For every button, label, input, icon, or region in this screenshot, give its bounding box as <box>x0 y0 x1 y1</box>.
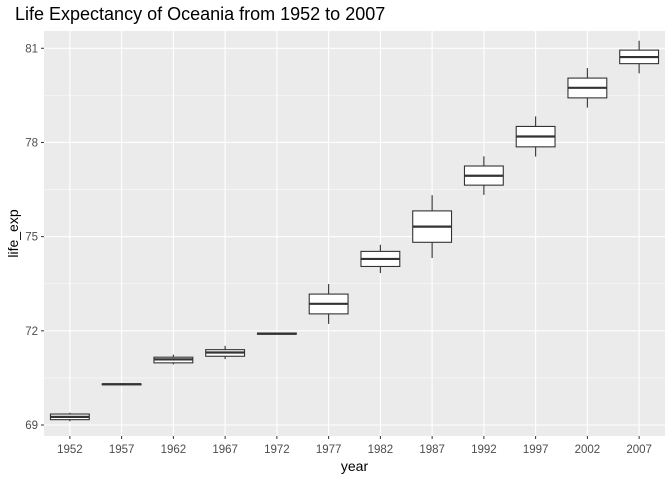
y-tick-label: 75 <box>25 232 38 244</box>
box-1952 <box>49 412 90 422</box>
x-axis: 1952 1957 1962 1967 1972 1977 1982 1987 1992 1997… <box>57 436 652 456</box>
x-tick-label: 1982 <box>368 444 394 456</box>
x-tick-label: 1987 <box>419 444 445 456</box>
grid-major <box>44 31 665 436</box>
plot-panel <box>44 31 665 436</box>
y-axis-title: life_exp <box>5 209 21 257</box>
box-1987 <box>412 195 453 258</box>
x-tick-label: 1972 <box>264 444 290 456</box>
y-tick-label: 69 <box>25 420 38 432</box>
x-tick-label: 1992 <box>471 444 497 456</box>
y-tick-label: 72 <box>25 326 38 338</box>
x-tick-label: 1997 <box>523 444 549 456</box>
box-1957 <box>101 383 142 386</box>
box-2007 <box>619 40 660 74</box>
box-1962 <box>153 354 194 365</box>
box-1977 <box>308 284 349 324</box>
x-tick-label: 1967 <box>212 444 238 456</box>
x-tick-label: 1952 <box>57 444 83 456</box>
box-1992 <box>463 156 504 195</box>
x-tick-label: 1962 <box>161 444 187 456</box>
grid-minor <box>44 95 665 379</box>
y-tick-label: 78 <box>25 137 38 149</box>
x-axis-title: year <box>341 458 369 474</box>
boxes <box>49 40 660 422</box>
x-tick-label: 2007 <box>626 444 652 456</box>
box-1967 <box>205 345 246 360</box>
box-1997 <box>515 116 556 157</box>
box-2002 <box>567 68 608 108</box>
chart-title: Life Expectancy of Oceania from 1952 to … <box>15 4 385 24</box>
x-tick-label: 2002 <box>575 444 601 456</box>
x-tick-label: 1977 <box>316 444 342 456</box>
y-axis: 69 72 75 78 81 <box>25 43 44 432</box>
x-tick-label: 1957 <box>109 444 135 456</box>
y-tick-label: 81 <box>25 43 38 55</box>
box-1982 <box>360 244 401 274</box>
box-1972 <box>256 332 297 335</box>
